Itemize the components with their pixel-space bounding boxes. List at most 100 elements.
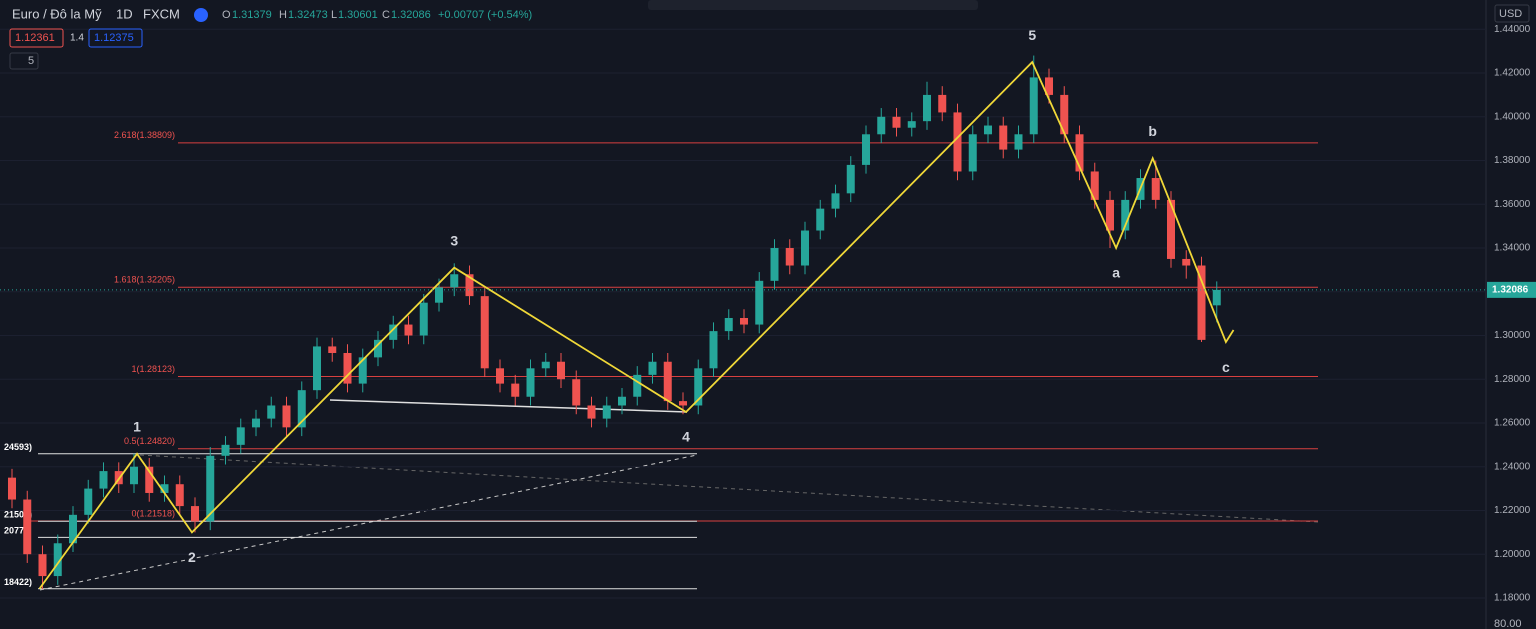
indicator-count: 5 [28,55,34,67]
ask-box[interactable] [88,28,143,48]
wave-line [38,60,1235,590]
candle-body [526,368,535,397]
candle-body [709,331,718,369]
candle-body [297,390,306,428]
candle-body [1182,258,1191,266]
h-value: 1.32473 [288,9,328,21]
candle-body [374,339,382,358]
candle-body [191,506,199,522]
y-tick-label: 1.40000 [1494,111,1531,122]
candle-body [38,554,47,577]
change: +0.00707 (+0.54%) [438,9,532,21]
candle-body [755,280,764,325]
c-label: C [382,9,390,21]
y-tick-label: 1.18000 [1494,593,1531,604]
candle-body [465,274,474,297]
y-tick-label: 1.30000 [1494,330,1531,341]
candle-body [541,361,550,369]
y-tick-label: 1.26000 [1494,418,1531,429]
candle-body [846,164,855,194]
candle-body [587,405,596,419]
candle-body [221,444,230,456]
candle-body [663,361,672,402]
candle-body [572,379,581,406]
candle-body [252,418,260,428]
candle-body [953,112,962,172]
y-tick-label: 1.44000 [1494,24,1531,35]
candle-body [602,405,611,419]
wave-label: 1 [133,419,141,435]
candle-body [267,405,276,419]
level-label: 24593) [4,442,32,452]
candle-body [511,383,520,397]
candle-body [99,471,108,489]
candle-body [694,368,703,406]
candle-body [984,125,992,135]
level-label: 21507) [4,510,32,520]
candle-body [785,248,794,266]
candle-body [69,514,77,544]
candle-body [831,193,840,209]
candle-body [404,324,413,336]
candle-body [450,274,459,288]
currency: USD [1499,8,1522,20]
wave-label: 4 [682,429,690,445]
y-tick-label: 1.22000 [1494,505,1531,516]
candle-body [328,346,337,353]
y-tick-label: 1.20000 [1494,549,1531,560]
wave-label: 2 [188,549,196,565]
bid-box[interactable] [9,28,64,48]
candle-body [679,401,687,406]
indicator-toggle[interactable] [9,52,39,70]
candle-body [1197,265,1206,340]
candle-body [145,466,154,493]
replay-button[interactable] [194,8,208,22]
candle-body [1029,77,1038,135]
last-price-tag [1487,281,1536,298]
l-value: 1.30601 [338,9,378,21]
y-tick-label: 1.24000 [1494,461,1531,472]
bottom-value: 80.00 [1494,618,1522,629]
candle-body [1106,199,1114,231]
candle-body [496,368,504,384]
candle-body [938,94,947,113]
fib-label: 0(1.21518) [131,508,175,518]
candle-body [343,352,352,384]
level-label: 2077 [4,526,24,536]
candle-body [175,484,184,507]
wave-label: 3 [450,232,458,248]
candle-body [206,455,215,522]
candle-body [358,357,367,384]
currency-box[interactable] [1494,4,1530,23]
exchange: FXCM [143,6,180,21]
wave-label: a [1112,265,1120,281]
candle-body [648,361,657,375]
y-tick-label: 1.36000 [1494,199,1531,210]
candle-body [724,317,733,332]
timeframe[interactable]: 1D [116,6,133,21]
candle-body [999,125,1008,150]
y-tick-label: 1.38000 [1494,155,1531,166]
candle-body [480,296,489,369]
candle-body [740,317,748,325]
candle-body [923,94,931,122]
candle-body [130,466,138,485]
candle-body [53,543,62,577]
candle-body [816,208,825,231]
candle-body [8,477,16,500]
candle-body [1090,171,1099,200]
candle-body [862,134,870,165]
wave-label: b [1148,123,1157,139]
candle-body [892,116,901,128]
symbol: Euro / Đô la Mỹ [12,6,102,21]
candle-body [419,302,428,336]
candle-body [1060,94,1069,135]
candle-body [907,121,916,128]
candle-body [1121,199,1130,231]
y-tick-label: 1.28000 [1494,374,1531,385]
wave-label: 5 [1028,27,1036,43]
candle-body [968,134,977,172]
candle-body [282,405,291,428]
